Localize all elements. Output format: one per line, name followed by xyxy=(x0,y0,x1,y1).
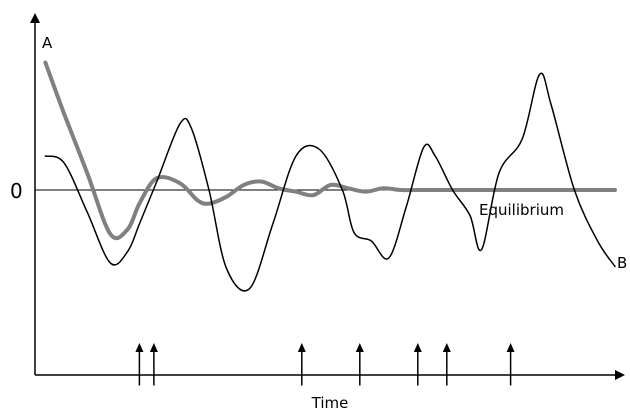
event-arrows xyxy=(135,343,515,386)
x-axis-label: Time xyxy=(311,394,349,412)
event-arrow-head xyxy=(135,343,144,352)
series-a-line xyxy=(43,60,617,241)
equilibrium-label: Equilibrium xyxy=(479,201,564,219)
series-b-line xyxy=(44,72,616,292)
zero-label: 0 xyxy=(10,179,23,203)
event-arrow-head xyxy=(297,343,306,352)
event-arrow-head xyxy=(355,343,364,352)
event-arrow-head xyxy=(506,343,515,352)
event-arrow-head xyxy=(149,343,158,352)
event-arrow-head xyxy=(413,343,422,352)
event-arrow-head xyxy=(442,343,451,352)
series-b-label: B xyxy=(617,254,627,272)
series-a-label: A xyxy=(42,34,53,52)
